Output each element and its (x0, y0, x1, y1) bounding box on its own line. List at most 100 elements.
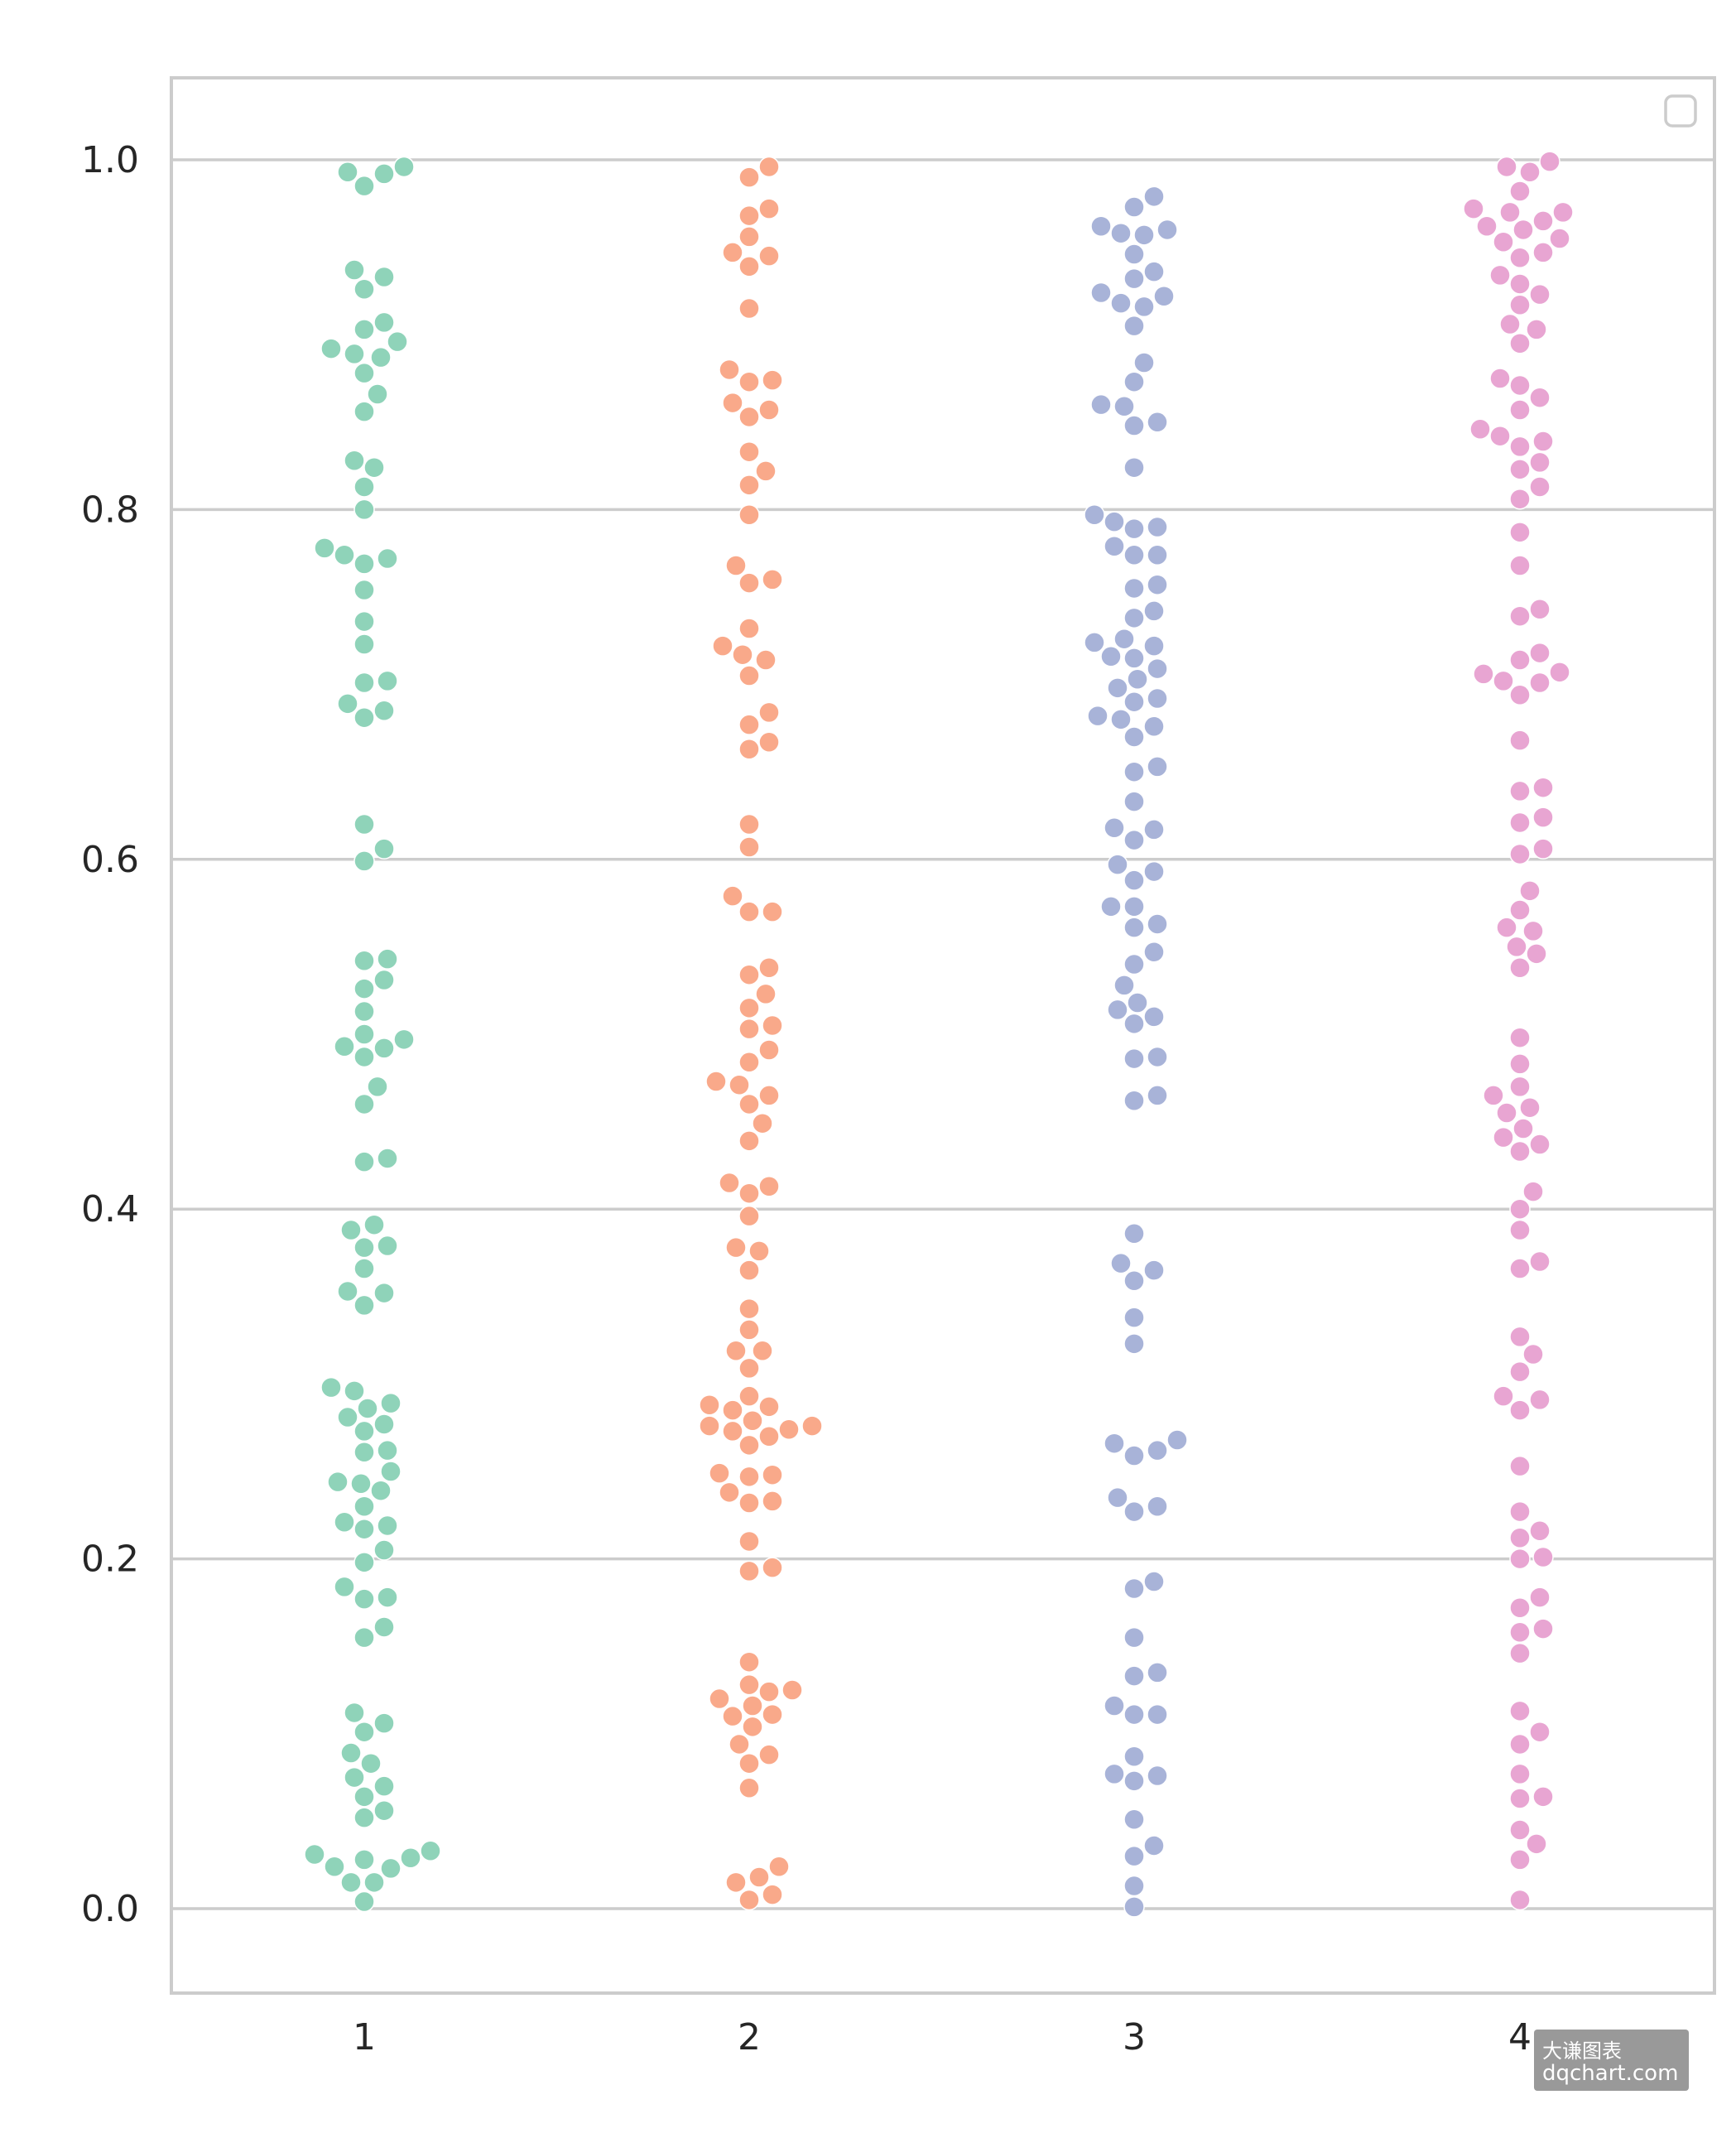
swarm-point-cat-1 (353, 1420, 375, 1442)
swarm-point-cat-3 (1133, 296, 1155, 318)
swarm-point-cat-1 (334, 1511, 355, 1533)
swarm-point-cat-2 (752, 1112, 773, 1134)
swarm-point-cat-4 (1552, 201, 1574, 224)
swarm-point-cat-2 (738, 256, 760, 277)
swarm-point-cat-1 (373, 163, 395, 185)
swarm-point-cat-1 (344, 1702, 365, 1724)
swarm-point-cat-2 (758, 731, 780, 754)
swarm-point-cat-2 (722, 1705, 743, 1727)
swarm-point-cat-2 (801, 1415, 823, 1437)
swarm-point-cat-1 (370, 1480, 392, 1501)
swarm-point-cat-1 (334, 1036, 355, 1057)
swarm-point-cat-3 (1123, 1223, 1145, 1245)
swarm-point-cat-4 (1509, 1399, 1531, 1421)
swarm-point-cat-1 (353, 1849, 375, 1871)
swarm-point-cat-2 (738, 1560, 760, 1582)
swarm-point-cat-4 (1489, 425, 1511, 447)
swarm-point-cat-1 (340, 1871, 362, 1894)
swarm-point-cat-1 (353, 978, 375, 999)
swarm-point-cat-3 (1123, 577, 1145, 600)
swarm-point-cat-4 (1509, 956, 1531, 979)
swarm-point-cat-4 (1549, 228, 1570, 249)
swarm-point-cat-4 (1496, 156, 1517, 178)
swarm-point-cat-1 (353, 498, 375, 521)
x-tick-labels: 1 2 3 4 (353, 2016, 1532, 2059)
y-tick-label: 0.8 (81, 489, 139, 531)
swarm-point-cat-2 (709, 1462, 730, 1484)
swarm-point-cat-2 (762, 569, 783, 590)
swarm-point-cat-3 (1100, 646, 1122, 667)
swarm-point-cat-4 (1463, 198, 1484, 219)
swarm-point-cat-3 (1166, 1429, 1188, 1451)
swarm-point-cat-1 (353, 850, 375, 872)
swarm-point-cat-4 (1509, 1700, 1531, 1722)
swarm-point-cat-4 (1522, 1343, 1544, 1365)
swarm-point-cat-3 (1104, 1763, 1125, 1785)
swarm-point-cat-3 (1143, 1259, 1165, 1281)
swarm-point-cat-2 (738, 1130, 760, 1152)
swarm-point-cat-2 (755, 983, 777, 1005)
swarm-point-cat-4 (1509, 1326, 1531, 1348)
swarm-point-cat-4 (1509, 1527, 1531, 1549)
swarm-point-cat-1 (377, 670, 398, 692)
swarm-point-cat-2 (758, 1175, 780, 1197)
swarm-point-cat-2 (738, 1205, 760, 1227)
swarm-point-cat-2 (699, 1394, 720, 1416)
swarm-point-cat-1 (353, 1786, 375, 1808)
swarm-point-cat-3 (1143, 1006, 1165, 1028)
swarm-point-cat-2 (758, 399, 780, 421)
swarm-point-cat-4 (1529, 476, 1551, 498)
swarm-point-cat-3 (1123, 953, 1145, 975)
swarm-point-cat-2 (738, 714, 760, 735)
swarm-point-cat-4 (1532, 1786, 1554, 1808)
swarm-point-cat-3 (1133, 224, 1155, 246)
swarm-point-cat-1 (344, 259, 365, 281)
swarm-point-cat-1 (377, 547, 398, 570)
watermark-badge: 大谦图表 dqchart.com (1534, 2030, 1689, 2091)
swarm-point-cat-1 (353, 1258, 375, 1279)
swarm-point-cat-2 (738, 1777, 760, 1799)
swarm-point-cat-1 (337, 161, 358, 183)
swarm-point-cat-1 (320, 338, 342, 359)
swarm-point-cat-2 (758, 956, 780, 979)
swarm-point-cat-3 (1123, 1770, 1145, 1792)
swarm-point-cat-1 (353, 1046, 375, 1068)
swarm-point-cat-2 (738, 1673, 760, 1696)
swarm-point-cat-2 (738, 1530, 760, 1553)
swarm-point-cat-3 (1143, 600, 1165, 622)
swarm-point-cat-4 (1519, 161, 1541, 183)
swarm-point-cat-2 (748, 1240, 770, 1262)
swarm-point-cat-4 (1519, 880, 1541, 902)
swarm-point-cat-2 (738, 371, 760, 392)
swarm-point-cat-3 (1123, 1875, 1145, 1897)
swarm-point-cat-1 (324, 1856, 345, 1878)
swarm-point-cat-1 (353, 553, 375, 575)
swarm-point-cat-4 (1512, 1118, 1534, 1139)
swarm-point-cat-4 (1493, 1126, 1514, 1148)
swarm-point-cat-2 (738, 901, 760, 922)
swarm-point-cat-3 (1143, 635, 1165, 657)
watermark-line2: dqchart.com (1542, 2061, 1679, 2086)
swarm-point-cat-1 (373, 1775, 395, 1797)
swarm-point-cat-1 (353, 1552, 375, 1573)
swarm-point-cat-3 (1123, 1307, 1145, 1328)
swarm-point-cat-2 (758, 156, 780, 178)
plot-frame (170, 76, 1716, 1995)
swarm-point-cat-3 (1147, 1662, 1168, 1683)
swarm-point-cat-2 (742, 1695, 763, 1717)
swarm-point-cat-3 (1090, 282, 1112, 304)
swarm-point-cat-4 (1509, 811, 1531, 834)
swarm-point-cat-4 (1493, 670, 1514, 692)
swarm-point-cat-4 (1509, 1788, 1531, 1809)
swarm-point-cat-3 (1123, 607, 1145, 629)
swarm-point-cat-4 (1509, 1548, 1531, 1570)
swarm-point-cat-4 (1509, 1076, 1531, 1098)
swarm-point-cat-3 (1123, 761, 1145, 782)
swarm-point-cat-3 (1123, 1845, 1145, 1867)
swarm-point-cat-2 (725, 1340, 747, 1362)
swarm-point-cat-2 (719, 1481, 740, 1504)
swarm-point-cat-2 (722, 885, 743, 907)
swarm-point-cat-4 (1529, 1587, 1551, 1608)
swarm-point-cat-1 (353, 672, 375, 694)
swarm-point-cat-4 (1529, 451, 1551, 474)
